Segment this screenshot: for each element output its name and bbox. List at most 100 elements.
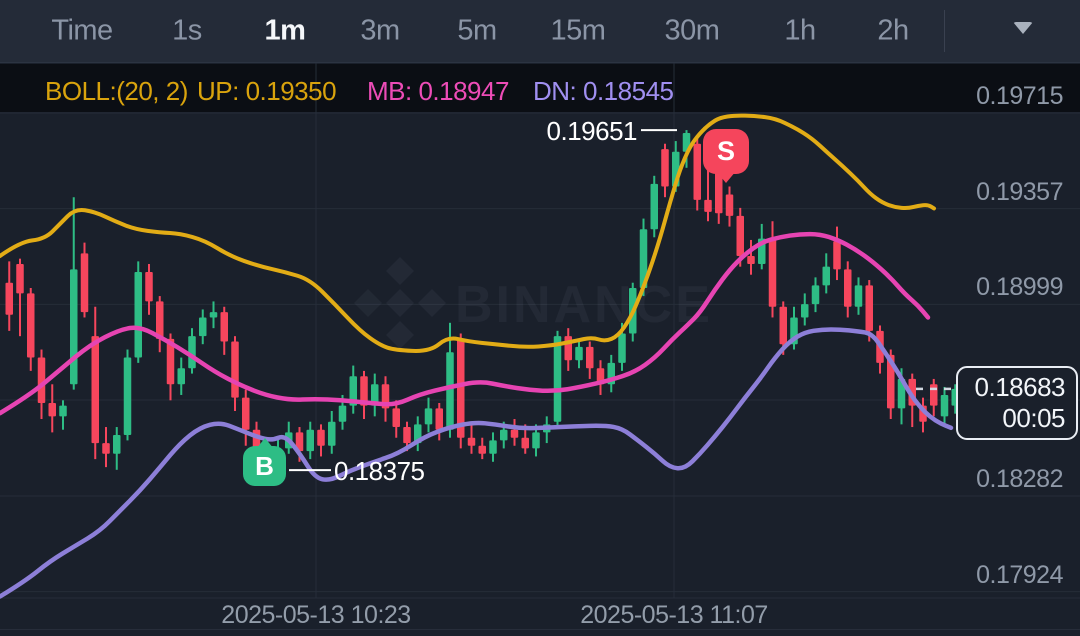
price-tick-label: 0.18999 [976,273,1063,302]
candle-body [811,285,820,305]
indicator-value-3: DN: 0.18545 [533,76,674,106]
candle-body [166,338,175,385]
interval-tab-5m[interactable]: 5m [457,14,497,47]
candle-body [779,306,787,345]
candle-body [177,368,185,385]
candle-body [360,376,368,406]
indicator-value-2: MB: 0.18947 [367,76,509,106]
boll-lower-band-line [0,327,954,599]
interval-tab-time[interactable]: Time [51,14,113,47]
interval-tab-1h[interactable]: 1h [784,14,816,47]
candle-body [865,285,873,331]
sell-marker-label: S [716,136,735,166]
interval-tab-1m[interactable]: 1m [264,14,306,47]
buy-marker-badge[interactable]: B [243,446,286,486]
candle-body [27,293,35,358]
candle-body [102,443,110,454]
candle-body [37,357,46,403]
candle-body [145,272,153,302]
candle-body [70,269,78,385]
time-tick-label: 2025-05-13 10:23 [221,601,411,629]
candle-body [650,183,658,230]
interval-tab-bar: Time 1s 1m 3m 5m 15m 30m 1h 2h [0,0,1080,63]
candle-body [317,429,325,446]
candle-body [478,445,486,454]
candle-body [467,437,476,446]
last-price-value: 0.18683 [974,372,1066,402]
price-tick-label: 0.18282 [976,464,1063,493]
candle-body [435,408,443,430]
binance-watermark: BINANCE [354,257,713,349]
candle-body [338,405,347,422]
candle-body [940,394,949,417]
candle-body [854,285,863,307]
interval-tab-1s[interactable]: 1s [172,14,202,47]
bottom-panel-divider [0,629,1080,630]
candle-body [725,194,734,216]
candle-body [844,269,852,307]
candle-body [575,346,583,361]
candle-body [242,397,250,430]
candle-body [446,352,454,430]
candle-body [736,215,744,256]
candle-body [532,432,540,449]
last-price-box[interactable]: 0.18683 00:05 [956,366,1078,440]
candle-body [618,333,626,363]
caret-down-icon[interactable] [1013,22,1033,34]
candle-body [392,408,400,428]
candle-body [801,304,809,318]
candle-body [306,429,314,452]
candle-body [704,199,712,212]
candle-body [80,253,89,313]
interval-tab-30m[interactable]: 30m [664,14,720,47]
candle-body [209,312,218,318]
candle-body [747,255,755,265]
interval-tab-2h[interactable]: 2h [877,14,909,47]
candle-body [123,357,132,436]
price-tick-label: 0.19357 [976,177,1063,206]
candle-body [349,376,357,406]
candle-body [553,336,562,422]
candle-body [91,336,99,444]
candle-body [231,341,239,398]
candle-body [113,435,121,454]
indicator-strip-background [0,64,1080,112]
candle-body [768,238,777,307]
candle-body [457,338,465,438]
candle-body [639,229,648,289]
candle-body [48,402,56,417]
candle-body [134,272,142,358]
buy-marker-label: B [255,450,274,481]
sell-marker-badge[interactable]: S [703,129,749,174]
interval-tab-15m[interactable]: 15m [550,14,606,47]
candle-body [424,408,433,425]
candle-body [220,312,228,342]
indicator-value-1: UP: 0.19350 [197,76,337,106]
candle-body [521,437,529,449]
high-price-callout: 0.19651 [546,116,638,146]
interval-tab-3m[interactable]: 3m [360,14,400,47]
candle-body [822,266,830,286]
svg-text:BINANCE: BINANCE [455,276,713,334]
candle-body [586,346,594,369]
candle-body [930,384,938,406]
candle-body [295,432,304,452]
candle-body [59,405,67,417]
candle-body [510,429,519,438]
candle-body [328,421,336,446]
candle-body [5,282,13,315]
candle-body [693,143,701,200]
candle-body [887,354,895,409]
candle-body [371,384,379,406]
candle-body [403,427,411,444]
candle-body [661,149,669,187]
header-divider [944,10,945,52]
candle-body [833,241,841,270]
candle-body [156,301,164,339]
indicator-value-0: BOLL:(20, 2) [45,76,188,106]
boll-upper-band-line [0,113,936,353]
candle-body [489,440,497,454]
time-tick-label: 2025-05-13 11:07 [580,601,768,629]
